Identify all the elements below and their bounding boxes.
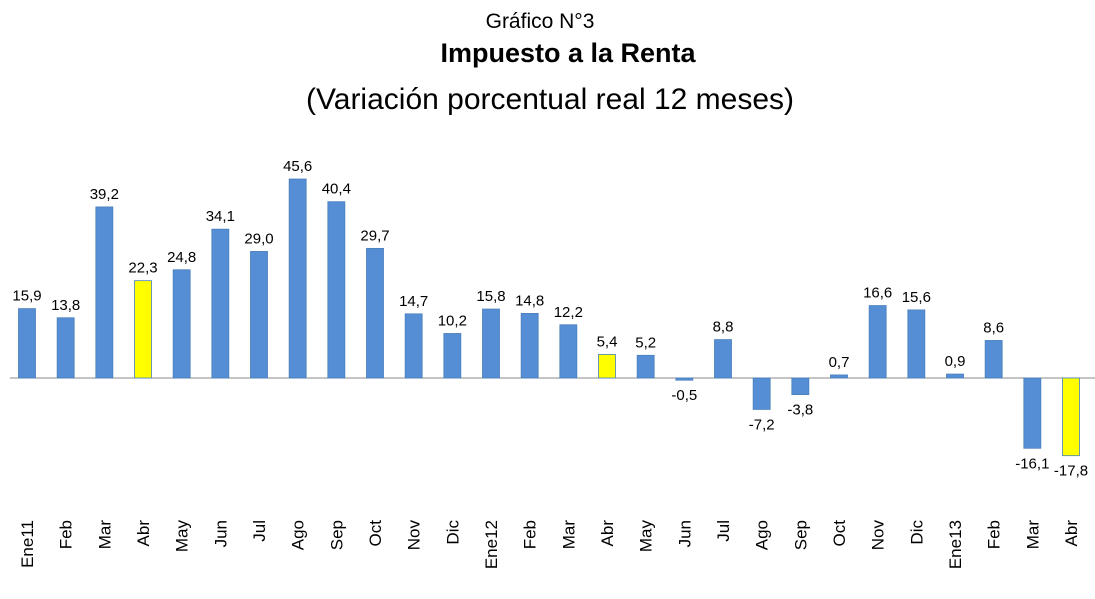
chart-title: Gráfico N°3 <box>486 10 595 33</box>
bar <box>714 339 732 379</box>
x-tick-label: May <box>173 520 192 553</box>
bar <box>1023 377 1042 449</box>
bar <box>559 324 578 379</box>
value-label: 0,7 <box>829 354 850 371</box>
x-tick-label: Feb <box>57 520 76 549</box>
bar <box>946 373 964 379</box>
bar <box>675 377 694 381</box>
bar <box>984 340 1003 379</box>
x-tick-label: Feb <box>521 520 540 549</box>
value-label: 12,2 <box>554 304 583 321</box>
value-label: 8,6 <box>983 319 1004 336</box>
value-label: 34,1 <box>206 208 235 225</box>
value-label: -7,2 <box>749 416 775 433</box>
value-label: 5,2 <box>635 334 656 351</box>
value-label: 45,6 <box>283 158 312 175</box>
x-tick-label: Mar <box>1023 520 1042 550</box>
x-tick-label: Dic <box>907 520 926 545</box>
value-label: 15,9 <box>12 288 41 305</box>
bar <box>830 374 848 379</box>
value-label: 5,4 <box>597 333 618 350</box>
x-tick-label: Oct <box>830 520 849 547</box>
value-label: 39,2 <box>90 186 119 203</box>
bar <box>56 317 75 379</box>
value-label: 14,7 <box>399 293 428 310</box>
value-label: -3,8 <box>787 402 813 419</box>
x-tick-label: Dic <box>443 520 462 545</box>
bar <box>250 251 268 379</box>
value-label: 0,9 <box>945 353 966 370</box>
value-label: 8,8 <box>713 319 734 336</box>
x-tick-label: Sep <box>327 520 346 550</box>
bar <box>443 333 462 379</box>
x-tick-label: Jul <box>714 520 733 542</box>
x-tick-label: Ene12 <box>482 520 501 569</box>
value-label: 24,8 <box>167 249 196 266</box>
x-tick-label: Sep <box>791 520 810 550</box>
value-label: -16,1 <box>1015 455 1049 472</box>
value-label: 15,6 <box>902 289 931 306</box>
value-label: 15,8 <box>476 288 505 305</box>
x-tick-label: Ene13 <box>946 520 965 569</box>
value-label: 14,8 <box>515 292 544 309</box>
value-label: -17,8 <box>1054 463 1088 480</box>
value-label: 10,2 <box>438 312 467 329</box>
bar <box>482 308 500 379</box>
x-tick-label: Mar <box>95 520 114 550</box>
bar <box>791 377 810 395</box>
bar <box>211 228 230 379</box>
x-tick-label: Jun <box>675 520 694 547</box>
bar <box>752 377 771 410</box>
x-tick-label: May <box>637 520 656 553</box>
chart-subtitle: Impuesto a la Renta <box>440 38 696 68</box>
x-tick-label: Abr <box>134 520 153 547</box>
bar <box>366 247 384 379</box>
bar <box>172 269 191 379</box>
x-tick-label: Jul <box>250 520 269 542</box>
x-tick-label: Abr <box>598 520 617 547</box>
x-tick-label: Mar <box>559 520 578 550</box>
value-label: -0,5 <box>671 387 697 404</box>
bar <box>598 354 616 379</box>
x-tick-label: Abr <box>1062 520 1081 547</box>
x-tick-label: Ago <box>289 520 308 550</box>
x-tick-label: Jun <box>211 520 230 547</box>
value-label: 22,3 <box>128 260 157 277</box>
x-tick-label: Ago <box>753 520 772 550</box>
bar <box>327 201 346 379</box>
bar <box>868 305 887 379</box>
bar <box>520 313 539 379</box>
x-tick-label: Feb <box>985 520 1004 549</box>
value-label: 16,6 <box>863 285 892 302</box>
bar <box>404 313 423 379</box>
chart-caption: (Variación porcentual real 12 meses) <box>306 83 794 116</box>
x-tick-label: Nov <box>869 520 888 551</box>
bar <box>95 206 114 379</box>
value-label: 29,0 <box>244 230 273 247</box>
bar <box>1062 377 1080 457</box>
value-label: 40,4 <box>322 181 351 198</box>
bar <box>288 178 307 379</box>
bar <box>18 308 36 379</box>
bar <box>134 280 152 379</box>
x-tick-label: Ene11 <box>18 520 37 568</box>
x-tick-label: Nov <box>405 520 424 551</box>
x-tick-label: Oct <box>366 520 385 547</box>
bar <box>636 354 655 379</box>
value-label: 29,7 <box>360 227 389 244</box>
bar <box>907 309 926 379</box>
value-label: 13,8 <box>51 297 80 314</box>
